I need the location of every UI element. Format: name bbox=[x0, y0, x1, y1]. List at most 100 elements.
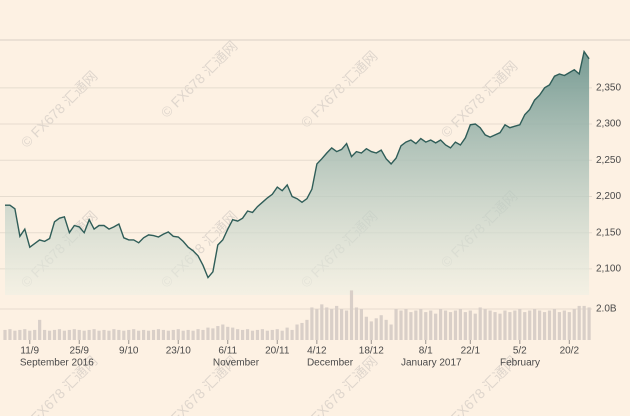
volume-bar bbox=[142, 329, 146, 340]
volume-bar bbox=[354, 307, 359, 340]
volume-bar bbox=[201, 329, 205, 340]
volume-bar bbox=[542, 312, 547, 340]
y-tick-label: 2,200 bbox=[596, 191, 621, 202]
volume-bar bbox=[483, 309, 487, 340]
volume-bar bbox=[330, 309, 334, 340]
volume-bar bbox=[508, 312, 512, 340]
volume-bar bbox=[87, 329, 91, 340]
volume-bar bbox=[97, 330, 101, 340]
volume-bar bbox=[255, 329, 260, 340]
volume-bar bbox=[226, 326, 230, 340]
volume-bar bbox=[429, 310, 433, 340]
x-tick-label: 22/1 bbox=[461, 346, 481, 357]
month-label: February bbox=[500, 358, 540, 369]
volume-bar bbox=[320, 304, 324, 340]
y-tick-label: 2,300 bbox=[596, 119, 621, 130]
volume-bar bbox=[290, 329, 294, 340]
y-tick-label: 2,250 bbox=[596, 155, 621, 166]
volume-bar bbox=[335, 305, 339, 340]
volume-bar bbox=[394, 309, 398, 340]
x-tick-label: 11/9 bbox=[20, 346, 39, 357]
volume-bar bbox=[196, 329, 200, 340]
volume-bar bbox=[557, 312, 561, 340]
volume-bar bbox=[47, 330, 52, 340]
volume-bar bbox=[374, 318, 378, 340]
volume-bar bbox=[305, 319, 309, 340]
volume-bar bbox=[344, 310, 349, 340]
volume-bar bbox=[62, 330, 66, 340]
volume-bar bbox=[107, 330, 111, 340]
volume-bar bbox=[33, 329, 37, 340]
volume-bar bbox=[127, 329, 131, 340]
volume-bar bbox=[552, 309, 557, 340]
volume-bar bbox=[122, 330, 126, 340]
volume-bar bbox=[77, 329, 81, 340]
volume-bar bbox=[315, 309, 319, 340]
volume-bar bbox=[493, 312, 497, 340]
y-tick-label: 2,350 bbox=[596, 82, 621, 93]
volume-bar bbox=[151, 329, 156, 340]
volume-bar bbox=[300, 322, 304, 340]
volume-bar bbox=[473, 313, 477, 340]
volume-bar bbox=[260, 329, 264, 340]
price-area bbox=[5, 51, 590, 295]
x-tick-label: 20/2 bbox=[560, 346, 580, 357]
volume-bar bbox=[577, 305, 581, 340]
volume-bar bbox=[364, 316, 368, 340]
volume-bar bbox=[325, 307, 329, 340]
volume-bar bbox=[72, 329, 76, 340]
volume-bar bbox=[166, 330, 170, 340]
volume-bar bbox=[439, 309, 443, 340]
volume-bar bbox=[280, 330, 284, 340]
x-tick-label: 9/10 bbox=[119, 346, 139, 357]
volume-bar bbox=[513, 310, 517, 340]
volume-bar bbox=[518, 309, 522, 340]
volume-bar bbox=[458, 309, 462, 340]
volume-bar bbox=[533, 309, 537, 340]
volume-bar bbox=[28, 330, 32, 340]
volume-bar bbox=[92, 329, 96, 340]
x-tick-label: 25/9 bbox=[70, 346, 90, 357]
volume-bar bbox=[448, 312, 453, 340]
volume-bar bbox=[349, 290, 354, 340]
volume-bar bbox=[186, 329, 190, 340]
volume-bar bbox=[419, 309, 423, 340]
volume-bar bbox=[587, 307, 591, 340]
volume-bar bbox=[245, 329, 250, 340]
volume-bar bbox=[498, 313, 502, 340]
volume-bar bbox=[23, 329, 27, 340]
volume-bar bbox=[82, 330, 86, 340]
volume-bar bbox=[562, 310, 566, 340]
volume-bar bbox=[8, 329, 12, 340]
volume-bar bbox=[221, 324, 225, 340]
volume-bar bbox=[468, 310, 472, 340]
volume-bar bbox=[270, 329, 274, 340]
volume-bar bbox=[538, 310, 542, 340]
volume-bar bbox=[478, 307, 482, 340]
volume-bar bbox=[206, 327, 210, 340]
volume-bar bbox=[285, 327, 289, 340]
volume-bar bbox=[488, 310, 492, 340]
volume-bar bbox=[389, 324, 393, 340]
volume-bar bbox=[369, 321, 373, 340]
month-label: January 2017 bbox=[401, 358, 462, 369]
volume-bar bbox=[572, 309, 576, 340]
x-tick-label: 6/11 bbox=[218, 346, 237, 357]
volume-bar bbox=[191, 330, 195, 340]
x-tick-label: 4/12 bbox=[307, 346, 327, 357]
volume-bar bbox=[404, 309, 408, 340]
volume-bar bbox=[241, 329, 245, 340]
volume-bar bbox=[310, 307, 314, 340]
month-label: November bbox=[213, 358, 260, 369]
volume-bar bbox=[161, 329, 165, 340]
volume-bar bbox=[43, 329, 47, 340]
volume-bar bbox=[211, 328, 215, 340]
volume-bar bbox=[582, 305, 586, 340]
volume-bar bbox=[409, 312, 413, 340]
volume-bar bbox=[384, 319, 388, 340]
x-tick-label: 20/11 bbox=[265, 346, 290, 357]
volume-bar bbox=[181, 330, 185, 340]
month-label: September 2016 bbox=[20, 358, 94, 369]
volume-bar bbox=[216, 326, 220, 340]
x-tick-label: 23/10 bbox=[166, 346, 191, 357]
